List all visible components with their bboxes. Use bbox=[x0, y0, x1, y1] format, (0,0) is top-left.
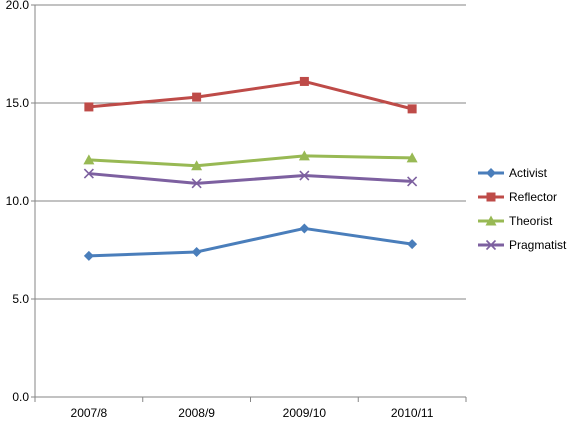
data-point-pragmatist bbox=[407, 176, 418, 187]
data-point-activist bbox=[299, 223, 310, 234]
series-line-reflector bbox=[88, 79, 413, 111]
tick-labels: 0.0 5.0 10.0 15.0 20.0 2007/8 2008/9 2009/10 201… bbox=[6, 0, 434, 420]
data-point-pragmatist bbox=[83, 168, 94, 179]
legend-item-reflector: Reflector bbox=[478, 190, 557, 204]
x-tick-label: 2010/11 bbox=[391, 406, 434, 420]
y-tick-label: 10.0 bbox=[6, 194, 30, 208]
data-point-activist bbox=[83, 250, 94, 261]
series-line-activist bbox=[88, 226, 413, 258]
data-point-reflector bbox=[299, 76, 309, 86]
series-reflector bbox=[84, 76, 417, 114]
series-activist bbox=[83, 223, 418, 261]
x-tick-label: 2009/10 bbox=[283, 406, 327, 420]
y-tick-label: 0.0 bbox=[12, 390, 29, 404]
series-group bbox=[83, 76, 418, 261]
x-tick-label: 2008/9 bbox=[178, 406, 215, 420]
data-point-theorist bbox=[83, 154, 95, 165]
y-tick-label: 5.0 bbox=[12, 292, 29, 306]
data-point-theorist bbox=[298, 150, 310, 161]
legend-item-activist: Activist bbox=[478, 166, 548, 180]
data-point-reflector bbox=[84, 102, 94, 112]
data-point-pragmatist bbox=[191, 178, 202, 189]
legend-label-activist: Activist bbox=[509, 166, 548, 180]
legend-label-reflector: Reflector bbox=[509, 190, 557, 204]
legend-marker-reflector bbox=[486, 192, 496, 202]
series-line-theorist bbox=[88, 154, 413, 168]
series-theorist bbox=[83, 150, 418, 171]
y-tick-label: 20.0 bbox=[6, 0, 30, 12]
series-pragmatist bbox=[83, 168, 418, 189]
legend-marker-pragmatist bbox=[485, 239, 497, 251]
legend-marker-theorist bbox=[485, 215, 497, 226]
data-point-theorist bbox=[191, 160, 203, 171]
legend-label-theorist: Theorist bbox=[509, 214, 553, 228]
legend-label-pragmatist: Pragmatist bbox=[509, 238, 567, 252]
data-point-theorist bbox=[406, 152, 418, 163]
x-tick-label: 2007/8 bbox=[71, 406, 108, 420]
gridlines bbox=[35, 4, 466, 300]
data-point-reflector bbox=[407, 104, 417, 114]
data-point-reflector bbox=[192, 92, 202, 102]
data-point-pragmatist bbox=[299, 170, 310, 181]
series-line-pragmatist bbox=[88, 172, 413, 185]
data-point-activist bbox=[191, 246, 202, 257]
legend-item-pragmatist: Pragmatist bbox=[478, 238, 567, 252]
legend-marker-activist bbox=[486, 168, 496, 178]
y-tick-label: 15.0 bbox=[6, 96, 30, 110]
legend: Activist Reflector Theorist Pragmatist bbox=[478, 166, 567, 252]
data-point-activist bbox=[407, 239, 418, 250]
legend-item-theorist: Theorist bbox=[478, 214, 553, 228]
axes bbox=[31, 4, 467, 402]
